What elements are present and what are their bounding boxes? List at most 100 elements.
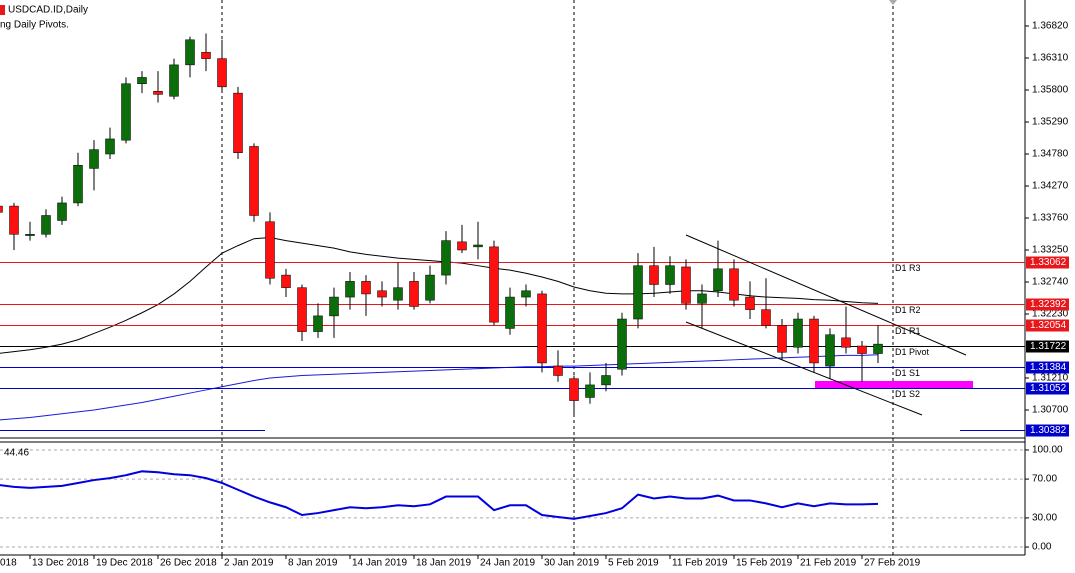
candle-body: [169, 64, 179, 97]
y-tick-label: 30.00: [1032, 513, 1057, 524]
candle-body: [649, 265, 659, 285]
y-tick-label: 1.31210: [1032, 373, 1069, 384]
x-tick-label: 26 Dec 2018: [160, 558, 217, 569]
candle-body: [297, 287, 307, 332]
y-tick-label: 1.33250: [1032, 245, 1069, 256]
price-label: 1.31052: [1030, 383, 1067, 394]
candle-body: [153, 90, 163, 95]
candle-body: [761, 309, 771, 326]
x-tick-label: 5 Feb 2019: [608, 558, 659, 569]
candle-body: [345, 281, 355, 298]
indicator-line: [0, 470, 879, 520]
pivot-label: D1 R1: [895, 326, 921, 336]
x-tick-label: 30 Jan 2019: [544, 558, 599, 569]
y-tick-label: 1.33760: [1032, 213, 1069, 224]
candle-body: [313, 315, 323, 332]
candle-body: [201, 52, 211, 59]
candle-body: [89, 149, 99, 169]
price-label: 1.31722: [1030, 341, 1067, 352]
candle-body: [857, 345, 867, 354]
y-tick-label: 70.00: [1032, 474, 1057, 485]
candle-body: [0, 205, 3, 213]
y-tick-label: 1.36310: [1032, 53, 1069, 64]
y-tick-label: 1.30700: [1032, 405, 1069, 416]
x-tick-label: 19 Dec 2018: [96, 558, 153, 569]
symbol-icon: [0, 5, 5, 15]
candle-body: [393, 287, 403, 301]
moving-average: [0, 354, 879, 421]
x-tick-label: 11 Feb 2019: [672, 558, 728, 569]
price-label-box: [1026, 298, 1069, 311]
pivot-label: D1 R2: [895, 305, 921, 315]
candle-body: [825, 334, 835, 367]
y-tick-label: 1.35290: [1032, 117, 1069, 128]
y-tick-label: 1.34780: [1032, 149, 1069, 160]
chart-title: USDCAD.ID,Daily: [8, 5, 88, 16]
candle-body: [329, 296, 339, 317]
x-tick-label: 15 Feb 2019: [736, 558, 793, 569]
main-panel: [0, 33, 1025, 431]
candle-body: [601, 375, 611, 386]
candle-body: [185, 39, 195, 66]
candle-body: [121, 83, 131, 141]
candle-body: [553, 365, 563, 376]
price-label: 1.33062: [1030, 257, 1067, 268]
highlight-zone: [815, 381, 973, 389]
candle-body: [377, 290, 387, 298]
candle-body: [105, 138, 115, 155]
candle-body: [841, 337, 851, 348]
pivot-label: D1 S1: [895, 368, 920, 378]
candle-body: [617, 318, 627, 370]
candle-body: [137, 77, 147, 84]
candle-body: [489, 246, 499, 323]
y-tick-label: 1.35800: [1032, 85, 1069, 96]
candle-body: [361, 281, 371, 295]
y-tick-label: 1.34270: [1032, 181, 1069, 192]
x-tick-label: 018: [0, 558, 17, 569]
candle-body: [537, 293, 547, 364]
candle-body: [633, 265, 643, 320]
shift-marker: [889, 0, 897, 5]
trend-line: [685, 234, 967, 356]
x-tick-label: 24 Jan 2019: [480, 558, 535, 569]
x-tick-label: 18 Jan 2019: [416, 558, 471, 569]
x-tick-label: 27 Feb 2019: [864, 558, 921, 569]
candle-body: [873, 343, 883, 354]
candle-body: [713, 268, 723, 292]
price-label-box: [1026, 361, 1069, 374]
candle-body: [281, 274, 291, 288]
candle-body: [809, 318, 819, 364]
candle-body: [585, 384, 595, 398]
candle-body: [473, 244, 483, 248]
y-tick-label: 1.32740: [1032, 277, 1069, 288]
price-label-box: [1026, 256, 1069, 269]
candle-body: [569, 378, 579, 401]
candle-body: [41, 215, 51, 235]
x-tick-label: 14 Jan 2019: [352, 558, 407, 569]
rsi-panel: [0, 449, 1025, 548]
candle-body: [681, 266, 691, 304]
pivot-label: D1 Pivot: [895, 347, 930, 357]
x-tick-label: 21 Feb 2019: [800, 558, 857, 569]
rsi-value: 44.46: [4, 448, 29, 459]
trend-line: [685, 321, 923, 416]
y-tick-label: 0.00: [1032, 542, 1052, 553]
candle-body: [441, 240, 451, 276]
price-label-box: [1026, 340, 1069, 353]
candle-body: [9, 205, 19, 235]
indicator-title: ng Daily Pivots.: [0, 20, 69, 31]
pivot-label: D1 S2: [895, 389, 920, 399]
separators: [221, 0, 894, 555]
x-tick-label: 8 Jan 2019: [288, 558, 338, 569]
x-tick-label: 2 Jan 2019: [224, 558, 274, 569]
price-label-box: [1026, 319, 1069, 332]
candle-body: [425, 274, 435, 301]
candle-body: [25, 234, 35, 236]
candle-body: [505, 296, 515, 329]
candle-body: [665, 265, 675, 285]
candle-body: [233, 92, 243, 153]
price-label: 1.30382: [1030, 425, 1067, 436]
candle-body: [793, 318, 803, 348]
price-label-box: [1026, 424, 1069, 437]
